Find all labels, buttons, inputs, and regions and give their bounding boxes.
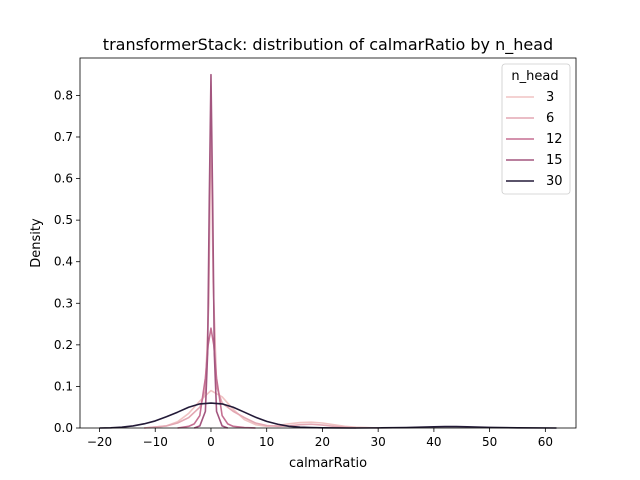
legend: n_head 3 6 12 15 30 — [501, 63, 571, 195]
y-tick-label: 0.1 — [54, 379, 73, 393]
legend-items: 3 6 12 15 30 — [506, 90, 563, 189]
y-tick-label: 0.6 — [54, 172, 73, 186]
legend-title: n_head — [511, 69, 558, 84]
x-tick-label: 60 — [538, 435, 553, 449]
series-line-12 — [177, 327, 256, 429]
legend-label-3: 3 — [546, 90, 554, 105]
series-line-30 — [99, 402, 557, 429]
y-tick-label: 0.7 — [54, 130, 73, 144]
y-tick-label: 0.3 — [54, 296, 73, 310]
series-line-15 — [193, 73, 228, 429]
plot-area — [79, 57, 577, 429]
x-tick-label: 40 — [426, 435, 441, 449]
y-tick-label: 0.4 — [54, 255, 73, 269]
x-tick-label: −20 — [87, 435, 112, 449]
series-line-6 — [144, 111, 356, 429]
legend-label-30: 30 — [546, 174, 563, 189]
y-axis: 0.0 0.1 0.2 0.3 0.4 0.5 0.6 0.7 0.8 — [54, 88, 80, 435]
x-tick-label: 10 — [259, 435, 274, 449]
density-curves — [99, 73, 557, 429]
x-tick-label: 0 — [207, 435, 215, 449]
y-axis-label: Density — [29, 218, 44, 268]
legend-label-15: 15 — [546, 153, 563, 168]
x-axis-label: calmarRatio — [289, 456, 367, 471]
x-tick-label: 30 — [371, 435, 386, 449]
legend-label-6: 6 — [546, 111, 554, 126]
x-tick-label: 50 — [482, 435, 497, 449]
series-line-3 — [144, 389, 379, 429]
x-tick-label: −10 — [143, 435, 168, 449]
y-tick-label: 0.0 — [54, 421, 73, 435]
y-tick-label: 0.5 — [54, 213, 73, 227]
y-tick-label: 0.8 — [54, 88, 73, 102]
x-tick-label: 20 — [315, 435, 330, 449]
plot-frame — [79, 57, 577, 429]
x-axis: −20 −10 0 10 20 30 40 50 60 — [87, 428, 553, 449]
chart-title: transformerStack: distribution of calmar… — [103, 35, 553, 55]
legend-label-12: 12 — [546, 132, 563, 147]
y-tick-label: 0.2 — [54, 338, 73, 352]
